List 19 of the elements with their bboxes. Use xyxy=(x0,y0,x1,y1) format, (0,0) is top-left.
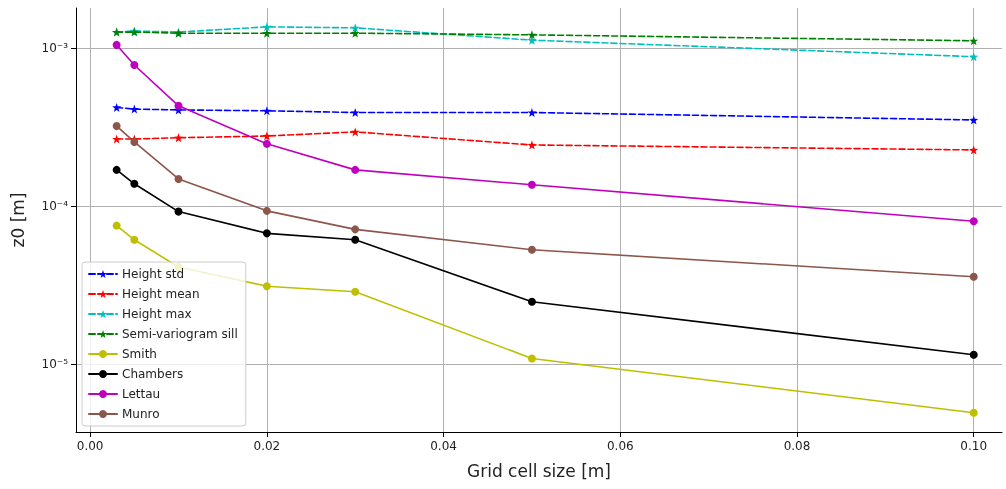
x-tick-label: 0.08 xyxy=(783,439,811,453)
x-axis-title: Grid cell size [m] xyxy=(467,460,611,481)
y-tick-label: 10⁻³ xyxy=(41,40,69,55)
y-tick-label: 10⁻⁴ xyxy=(41,198,69,213)
legend-label: Smith xyxy=(122,347,157,361)
legend-label: Munro xyxy=(122,407,160,421)
legend-label: Height mean xyxy=(122,287,200,301)
y-tick-label: 10⁻⁵ xyxy=(41,356,69,371)
legend-label: Semi-variogram sill xyxy=(122,327,238,341)
x-tick-label: 0.10 xyxy=(960,439,988,453)
y-axis-title: z0 [m] xyxy=(7,192,28,248)
x-tick-label: 0.02 xyxy=(253,439,281,453)
legend-label: Height max xyxy=(122,307,192,321)
legend-label: Height std xyxy=(122,267,185,281)
x-tick-label: 0.04 xyxy=(430,439,457,453)
x-tick-label: 0.00 xyxy=(76,439,104,453)
legend-label: Lettau xyxy=(122,387,161,401)
x-tick-label: 0.06 xyxy=(606,439,634,453)
legend-label: Chambers xyxy=(122,367,184,381)
